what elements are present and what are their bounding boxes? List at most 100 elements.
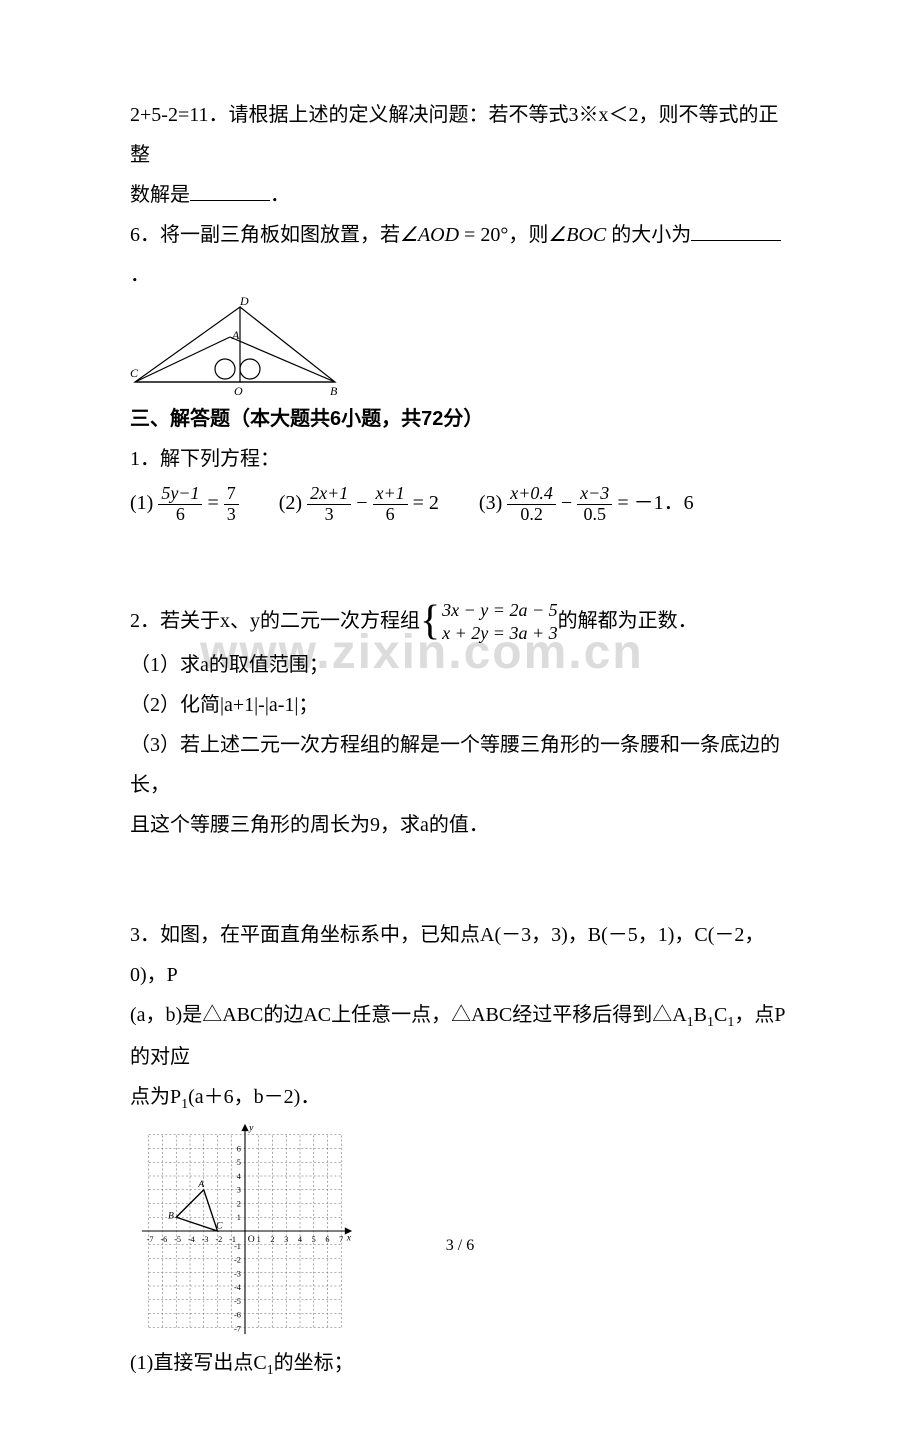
svg-text:O: O: [248, 1234, 255, 1245]
t: 的坐标；: [274, 1352, 354, 1374]
svg-text:7: 7: [339, 1235, 343, 1244]
t: 2．若关于x、y的二元一次方程组: [130, 610, 420, 632]
m: −: [351, 492, 372, 514]
eq3: (3) x+0.40.2 − x−30.5 = －1．6: [479, 483, 694, 525]
q5-cont-line1: 2+5‑2=11．请根据上述的定义解决问题：若不等式3※x＜2，则不等式的正整: [130, 95, 790, 175]
svg-text:-4: -4: [188, 1235, 195, 1244]
q3-3b: (a，b)是△ABC的边AC上任意一点，△ABC经过平移后得到△A1B1C1，点…: [130, 995, 790, 1077]
eq3-pre: (3): [479, 492, 507, 514]
svg-text:-3: -3: [234, 1270, 241, 1279]
q3-2-2: （2）化简|a+1|‑|a‑1|；: [130, 685, 790, 725]
svg-text:6: 6: [325, 1235, 329, 1244]
n: x−3: [577, 484, 612, 505]
eq2-pre: (2): [279, 492, 307, 514]
svg-text:y: y: [248, 1123, 254, 1134]
svg-text:1: 1: [257, 1235, 261, 1244]
n: 5y−1: [158, 484, 202, 505]
svg-text:-4: -4: [234, 1284, 241, 1293]
svg-text:-2: -2: [234, 1256, 241, 1265]
svg-text:-6: -6: [160, 1235, 167, 1244]
q5-cont-line2: 数解是 ．: [130, 175, 790, 215]
q6-a: 6．将一副三角板如图放置，若: [130, 224, 400, 246]
q3-3-1: (1)直接写出点C1的坐标；: [130, 1343, 790, 1385]
n: 2x+1: [307, 484, 351, 505]
boc: BOC: [566, 224, 606, 246]
eq1-pre: (1): [130, 492, 158, 514]
q3-1: 1．解下列方程：: [130, 439, 790, 479]
svg-text:1: 1: [237, 1213, 241, 1222]
svg-text:D: D: [239, 297, 249, 308]
svg-text:A: A: [231, 328, 240, 342]
equation-row: (1) 5y−16 = 73 (2) 2x+13 − x+16 = 2 (3) …: [130, 483, 790, 525]
d: 0.2: [507, 505, 556, 525]
svg-text:x: x: [346, 1233, 352, 1244]
q3-3d: 点为P1(a＋6，b－2)．: [130, 1077, 790, 1119]
svg-text:2: 2: [270, 1235, 274, 1244]
section-3-title: 三、解答题（本大题共6小题，共72分）: [130, 399, 790, 439]
svg-text:2: 2: [237, 1200, 241, 1209]
svg-text:C: C: [216, 1221, 223, 1232]
be1: 3x − y = 2a − 5: [442, 599, 557, 622]
eq2: (2) 2x+13 − x+16 = 2: [279, 483, 439, 525]
svg-text:-6: -6: [234, 1311, 241, 1320]
svg-text:-1: -1: [234, 1242, 241, 1251]
t: 的解都为正数．: [558, 610, 698, 632]
q3-2-3a: （3）若上述二元一次方程组的解是一个等腰三角形的一条腰和一条底边的长，: [130, 725, 790, 805]
p: = －1．6: [612, 492, 693, 514]
q5-text: 数解是: [130, 184, 190, 206]
svg-text:-7: -7: [147, 1235, 154, 1244]
svg-text:A: A: [197, 1179, 204, 1190]
t: (1)直接写出点C: [130, 1352, 267, 1374]
svg-text:4: 4: [298, 1235, 302, 1244]
m: −: [556, 492, 577, 514]
coordinate-grid: A B C x y O -7-6-5-4-3-2-1 1234567 12345…: [130, 1121, 360, 1341]
period: ．: [270, 184, 290, 206]
t: B: [694, 1004, 707, 1026]
t: C: [714, 1004, 727, 1026]
sub1: 1: [687, 1015, 694, 1030]
q6-h: 的大小为: [606, 224, 691, 246]
page-content: 2+5‑2=11．请根据上述的定义解决问题：若不等式3※x＜2，则不等式的正整 …: [0, 0, 920, 1445]
svg-text:-3: -3: [202, 1235, 209, 1244]
svg-text:6: 6: [237, 1145, 241, 1154]
svg-text:-2: -2: [215, 1235, 222, 1244]
angle-icon: ∠: [548, 224, 566, 246]
q3-3a: 3．如图，在平面直角坐标系中，已知点A(－3，3)，B(－5，1)，C(－2，0…: [130, 915, 790, 995]
be2: x + 2y = 3a + 3: [442, 622, 557, 645]
d: 6: [158, 505, 202, 525]
svg-text:-7: -7: [234, 1325, 241, 1334]
equation-system: {3x − y = 2a − 5x + 2y = 3a + 3: [420, 599, 558, 646]
svg-text:5: 5: [237, 1158, 241, 1167]
svg-text:-5: -5: [174, 1235, 181, 1244]
q6-line: 6．将一副三角板如图放置，若∠AOD = 20°，则∠BOC 的大小为．: [130, 215, 790, 295]
m: =: [202, 492, 223, 514]
spacer: [130, 845, 790, 915]
aod: AOD: [418, 224, 459, 246]
q3-2-3b: 且这个等腰三角形的周长为9，求a的值．: [130, 805, 790, 845]
n: x+0.4: [507, 484, 556, 505]
blank-fill: [190, 180, 270, 201]
n: 7: [224, 484, 239, 505]
triangle-figure: D A C O B: [130, 297, 340, 397]
d: 3: [224, 505, 239, 525]
n: x+1: [373, 484, 408, 505]
q6-i: ．: [130, 264, 150, 286]
svg-text:B: B: [330, 384, 338, 397]
svg-text:C: C: [130, 366, 139, 380]
sub1: 1: [707, 1015, 714, 1030]
sub1: 1: [267, 1363, 274, 1378]
angle-icon: ∠: [400, 224, 418, 246]
svg-text:5: 5: [312, 1235, 316, 1244]
svg-text:3: 3: [284, 1235, 288, 1244]
svg-text:4: 4: [237, 1172, 241, 1181]
t: (a，b)是△ABC的边AC上任意一点，△ABC经过平移后得到△A: [130, 1004, 687, 1026]
brace-icon: {: [420, 603, 442, 641]
eq1: (1) 5y−16 = 73: [130, 483, 239, 525]
p: = 2: [408, 492, 439, 514]
d: 0.5: [577, 505, 612, 525]
svg-text:O: O: [234, 384, 243, 397]
q3-2-1: （1）求a的取值范围；: [130, 645, 790, 685]
blank-fill: [691, 220, 781, 241]
t: 点为P: [130, 1086, 181, 1108]
q6-d: = 20°: [459, 224, 508, 246]
